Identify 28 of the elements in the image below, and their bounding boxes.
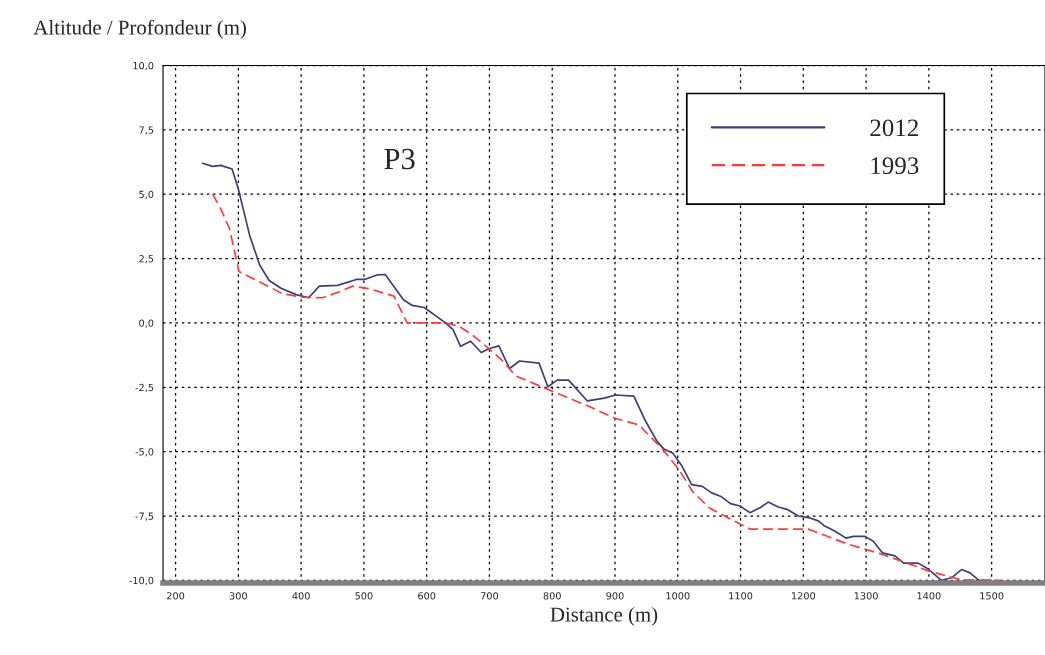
x-tick-label: 300 — [229, 592, 247, 600]
y-axis-title: Altitude / Profondeur (m) — [33, 19, 246, 39]
x-tick-label: 1300 — [854, 592, 878, 600]
y-tick-label: 7,5 — [139, 126, 154, 135]
x-tick-label: 600 — [418, 592, 436, 600]
x-tick-label: 400 — [292, 592, 310, 600]
y-tick-label: 10,0 — [133, 61, 154, 71]
annotation: P3 — [384, 148, 415, 170]
x-tick-label: 1400 — [917, 592, 941, 600]
y-tick-label: 2,5 — [139, 255, 154, 264]
x-tick-label: 900 — [606, 592, 624, 600]
y-tick-label: 5,0 — [139, 190, 154, 200]
y-tick-label: -7,5 — [135, 512, 154, 521]
x-tick-label: 500 — [355, 592, 373, 600]
x-tick-label: 200 — [167, 592, 185, 600]
x-tick-label: 1200 — [792, 592, 816, 600]
x-tick-label: 1500 — [980, 592, 1004, 600]
y-tick-label: -2,5 — [135, 383, 154, 393]
legend-label: 2012 — [870, 119, 918, 137]
x-tick-label: 1000 — [666, 592, 690, 600]
y-tick-label: 0,0 — [139, 319, 154, 328]
legend-label: 1993 — [871, 157, 919, 175]
x-tick-label: 800 — [543, 592, 561, 600]
x-axis-title: Distance (m) — [550, 606, 658, 626]
x-tick-label: 1100 — [729, 592, 753, 600]
y-tick-label: -5,0 — [135, 448, 154, 457]
y-tick-label: -10,0 — [129, 576, 154, 586]
x-tick-label: 700 — [480, 592, 499, 600]
